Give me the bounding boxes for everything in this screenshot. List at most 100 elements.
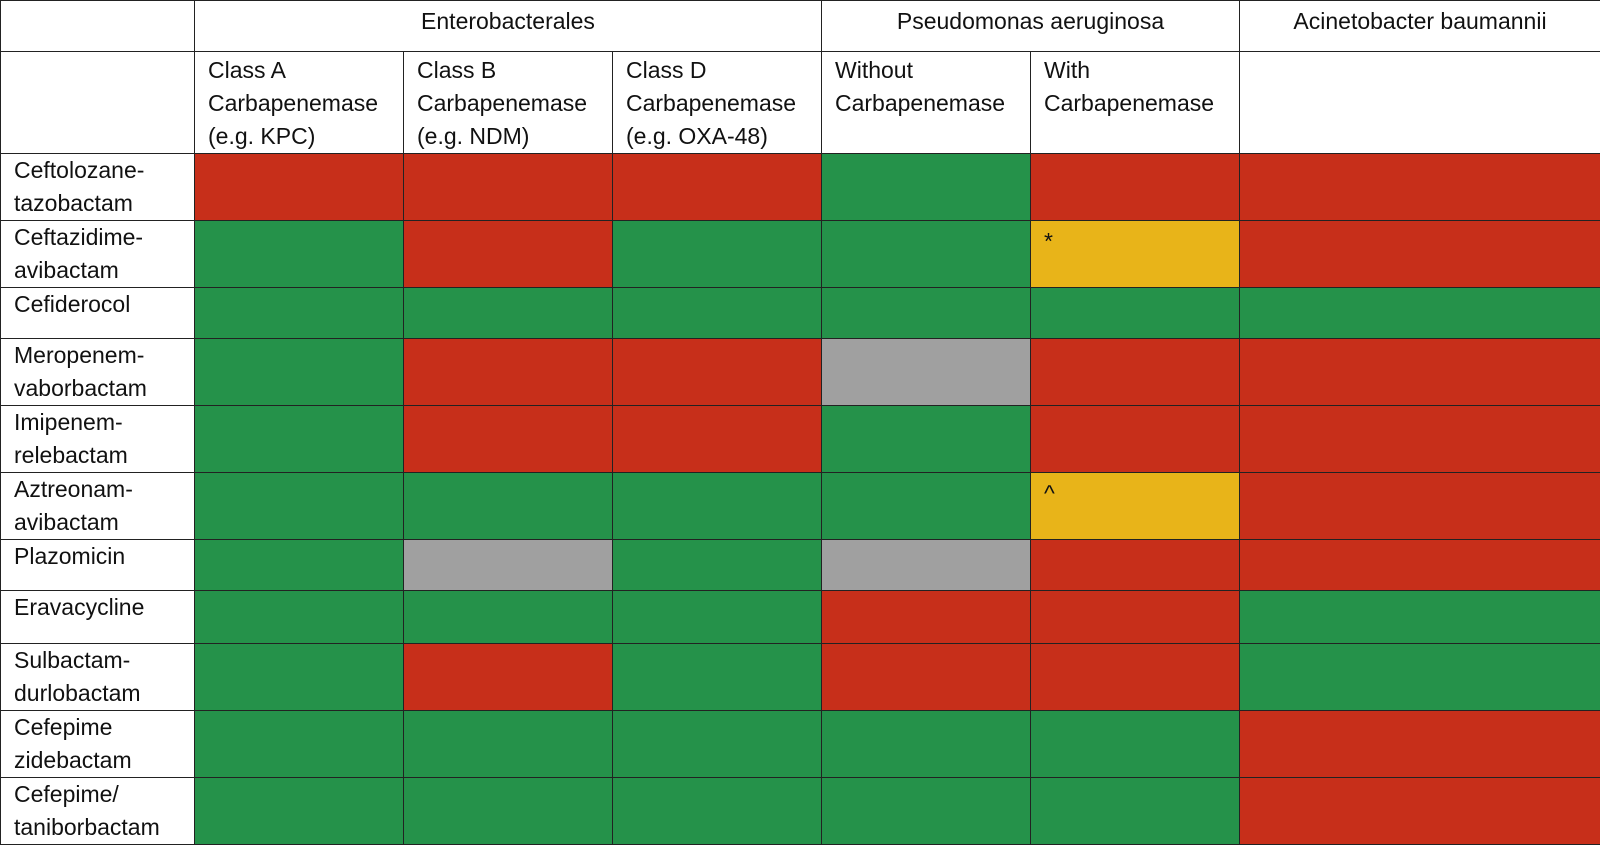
- drug-name: Sulbactam-durlobactam: [0, 643, 195, 711]
- drug-name: Plazomicin: [0, 539, 195, 591]
- status-cell-green: [194, 590, 404, 644]
- group-header-enterobacterales: Enterobacterales: [194, 0, 822, 52]
- status-cell-red: [1239, 338, 1600, 406]
- status-cell-red: [403, 220, 613, 288]
- status-cell-green: [1030, 777, 1240, 845]
- status-cell-green: [821, 710, 1031, 778]
- table-row: Ceftolozane-tazobactam: [0, 153, 1600, 221]
- status-cell-green: [821, 405, 1031, 473]
- table-row: Imipenem-relebactam: [0, 405, 1600, 473]
- status-cell-green: [194, 777, 404, 845]
- status-cell-red: [1030, 539, 1240, 591]
- group-header-acinetobacter: Acinetobacter baumannii: [1239, 0, 1600, 52]
- status-cell-red: [403, 338, 613, 406]
- status-cell-red: [1030, 590, 1240, 644]
- status-cell-red: [1239, 472, 1600, 540]
- drug-name: Cefiderocol: [0, 287, 195, 339]
- status-cell-green: [612, 287, 822, 339]
- group-header-pseudomonas: Pseudomonas aeruginosa: [821, 0, 1240, 52]
- drug-name: Ceftazidime-avibactam: [0, 220, 195, 288]
- status-cell-amber: *: [1030, 220, 1240, 288]
- footnote-marker: *: [1044, 228, 1053, 254]
- organism-header-row: Enterobacterales Pseudomonas aeruginosa …: [0, 0, 1600, 52]
- drug-name: Eravacycline: [0, 590, 195, 644]
- status-cell-green: [194, 710, 404, 778]
- status-cell-red: [403, 405, 613, 473]
- subheader-with-carbapenemase: With Carbapenemase: [1030, 51, 1240, 154]
- status-cell-green: [821, 287, 1031, 339]
- status-cell-red: [612, 338, 822, 406]
- drug-name: Cefepime/ taniborbactam: [0, 777, 195, 845]
- status-cell-green: [612, 590, 822, 644]
- status-cell-red: [403, 153, 613, 221]
- status-cell-amber: ^: [1030, 472, 1240, 540]
- table-row: Cefepime zidebactam: [0, 710, 1600, 778]
- susceptibility-table: Enterobacterales Pseudomonas aeruginosa …: [0, 0, 1600, 845]
- status-cell-green: [612, 643, 822, 711]
- status-cell-green: [612, 777, 822, 845]
- status-cell-green: [194, 472, 404, 540]
- status-cell-red: [612, 405, 822, 473]
- subheader-class-d: Class D Carbapenemase (e.g. OXA-48): [612, 51, 822, 154]
- status-cell-green: [403, 777, 613, 845]
- subheader-acinetobacter: [1239, 51, 1600, 154]
- drug-name: Imipenem-relebactam: [0, 405, 195, 473]
- status-cell-red: [612, 153, 822, 221]
- status-cell-green: [194, 220, 404, 288]
- status-cell-green: [1030, 710, 1240, 778]
- status-cell-red: [403, 643, 613, 711]
- status-cell-green: [612, 472, 822, 540]
- table-row: Cefepime/ taniborbactam: [0, 777, 1600, 845]
- status-cell-green: [403, 590, 613, 644]
- drug-name: Cefepime zidebactam: [0, 710, 195, 778]
- status-cell-red: [194, 153, 404, 221]
- table-row: Cefiderocol: [0, 287, 1600, 339]
- status-cell-green: [403, 710, 613, 778]
- status-cell-green: [194, 405, 404, 473]
- corner-cell: [0, 0, 195, 52]
- status-cell-gray: [403, 539, 613, 591]
- subheader-without-carbapenemase: Without Carbapenemase: [821, 51, 1031, 154]
- subgroup-header-row: Class A Carbapenemase (e.g. KPC) Class B…: [0, 51, 1600, 154]
- status-cell-green: [821, 777, 1031, 845]
- status-cell-red: [1239, 777, 1600, 845]
- drug-name: Meropenem-vaborbactam: [0, 338, 195, 406]
- table-row: Sulbactam-durlobactam: [0, 643, 1600, 711]
- status-cell-green: [194, 643, 404, 711]
- corner-cell-sub: [0, 51, 195, 154]
- status-cell-red: [821, 643, 1031, 711]
- status-cell-green: [194, 287, 404, 339]
- status-cell-red: [1239, 405, 1600, 473]
- status-cell-green: [612, 220, 822, 288]
- status-cell-gray: [821, 338, 1031, 406]
- table-row: Plazomicin: [0, 539, 1600, 591]
- table-row: Aztreonam-avibactam ^: [0, 472, 1600, 540]
- status-cell-red: [1030, 643, 1240, 711]
- status-cell-red: [1239, 153, 1600, 221]
- table-row: Meropenem-vaborbactam: [0, 338, 1600, 406]
- status-cell-red: [1239, 220, 1600, 288]
- status-cell-green: [194, 539, 404, 591]
- status-cell-green: [403, 287, 613, 339]
- status-cell-red: [1030, 405, 1240, 473]
- status-cell-green: [1030, 287, 1240, 339]
- table-row: Ceftazidime-avibactam *: [0, 220, 1600, 288]
- status-cell-red: [821, 590, 1031, 644]
- status-cell-green: [403, 472, 613, 540]
- status-cell-green: [194, 338, 404, 406]
- status-cell-green: [821, 472, 1031, 540]
- status-cell-green: [612, 539, 822, 591]
- status-cell-red: [1239, 539, 1600, 591]
- status-cell-green: [821, 220, 1031, 288]
- status-cell-gray: [821, 539, 1031, 591]
- status-cell-green: [612, 710, 822, 778]
- drug-name: Ceftolozane-tazobactam: [0, 153, 195, 221]
- footnote-marker: ^: [1044, 480, 1055, 506]
- table-row: Eravacycline: [0, 590, 1600, 644]
- status-cell-green: [1239, 643, 1600, 711]
- status-cell-red: [1030, 338, 1240, 406]
- drug-name: Aztreonam-avibactam: [0, 472, 195, 540]
- status-cell-red: [1239, 710, 1600, 778]
- status-cell-red: [1030, 153, 1240, 221]
- status-cell-green: [821, 153, 1031, 221]
